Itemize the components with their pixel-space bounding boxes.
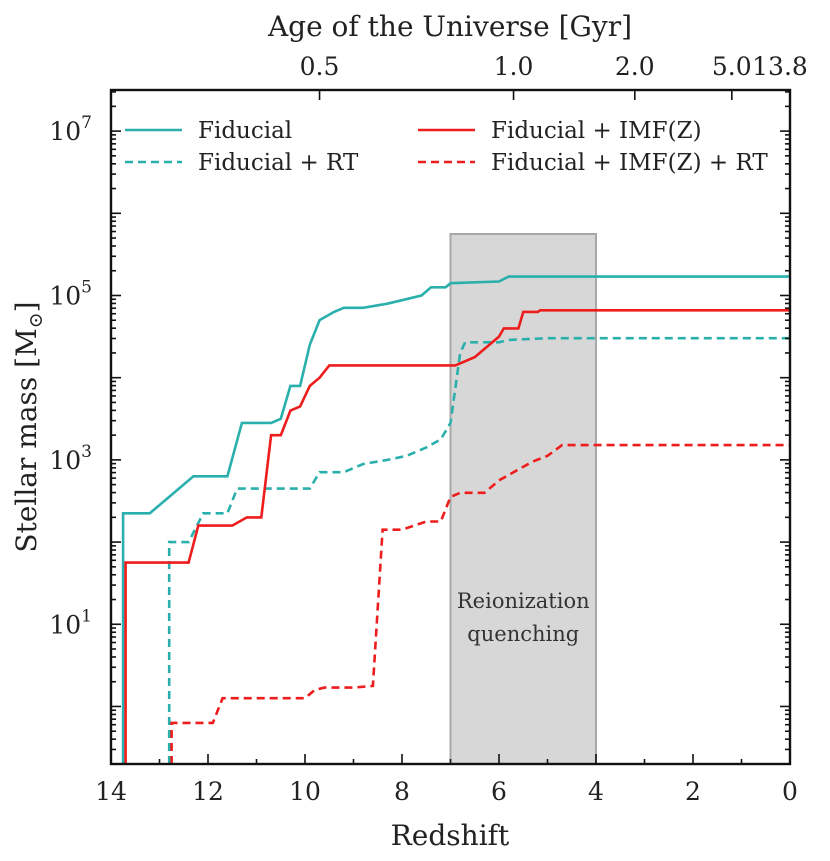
x-tick-label: 0 xyxy=(782,777,798,806)
ticks-layer xyxy=(110,90,791,765)
y-axis-title: Stellar mass [M⊙] xyxy=(10,301,47,552)
x-tick-label: 14 xyxy=(95,777,127,806)
x-tick-label: 2 xyxy=(685,777,701,806)
y-tick-exponent: 5 xyxy=(81,277,92,297)
y-tick-exponent: 3 xyxy=(81,442,92,462)
y-tick-base: 10 xyxy=(49,446,81,475)
y-tick-base: 10 xyxy=(49,117,81,146)
x-tick-label: 8 xyxy=(394,777,410,806)
series-line-fiducial-imf-z xyxy=(124,309,790,764)
y-axis-title-main: Stellar mass [M xyxy=(10,328,43,552)
legend-label: Fiducial + IMF(Z) + RT xyxy=(491,150,768,176)
y-axis-title-close: ] xyxy=(10,301,43,312)
top-tick-label: 13.8 xyxy=(752,52,808,81)
shaded-region-label-line2: quenching xyxy=(467,622,579,646)
y-axis-title-subscript: ⊙ xyxy=(25,312,47,328)
x-tick-labels: 14 12 10 8 6 4 2 0 xyxy=(95,777,798,806)
x-axis-title: Redshift xyxy=(391,819,510,852)
y-tick-label: 101 xyxy=(49,606,92,639)
x-tick-label: 12 xyxy=(192,777,224,806)
x-tick-label: 10 xyxy=(289,777,321,806)
series-line-fiducial-imf-z-rt xyxy=(170,443,790,764)
top-tick-labels: 0.5 1.0 2.0 5.0 13.8 xyxy=(300,52,808,81)
top-tick-label: 1.0 xyxy=(494,52,534,81)
shaded-region-label-line1: Reionization xyxy=(457,589,590,613)
y-tick-exponent: 1 xyxy=(81,606,92,626)
y-tick-base: 10 xyxy=(49,610,81,639)
series-line-fiducial-rt xyxy=(167,336,790,764)
series-line-fiducial xyxy=(121,275,790,764)
y-tick-exponent: 7 xyxy=(81,113,92,133)
y-tick-base: 10 xyxy=(49,281,81,310)
top-tick-label: 5.0 xyxy=(712,52,752,81)
legend-label: Fiducial + RT xyxy=(198,150,359,176)
x-tick-label: 4 xyxy=(588,777,604,806)
top-axis-title: Age of the Universe [Gyr] xyxy=(267,10,632,43)
top-tick-label: 2.0 xyxy=(615,52,655,81)
legend: Fiducial Fiducial + RT Fiducial + IMF(Z) Fi… xyxy=(125,118,768,176)
legend-label: Fiducial xyxy=(198,118,292,144)
x-tick-label: 6 xyxy=(491,777,507,806)
y-tick-label: 103 xyxy=(49,442,92,475)
series-layer xyxy=(121,275,790,764)
legend-label: Fiducial + IMF(Z) xyxy=(491,118,702,144)
top-tick-label: 0.5 xyxy=(300,52,340,81)
y-tick-label: 105 xyxy=(49,277,92,310)
y-tick-label: 107 xyxy=(49,113,92,146)
reionization-shaded-region xyxy=(449,233,597,765)
